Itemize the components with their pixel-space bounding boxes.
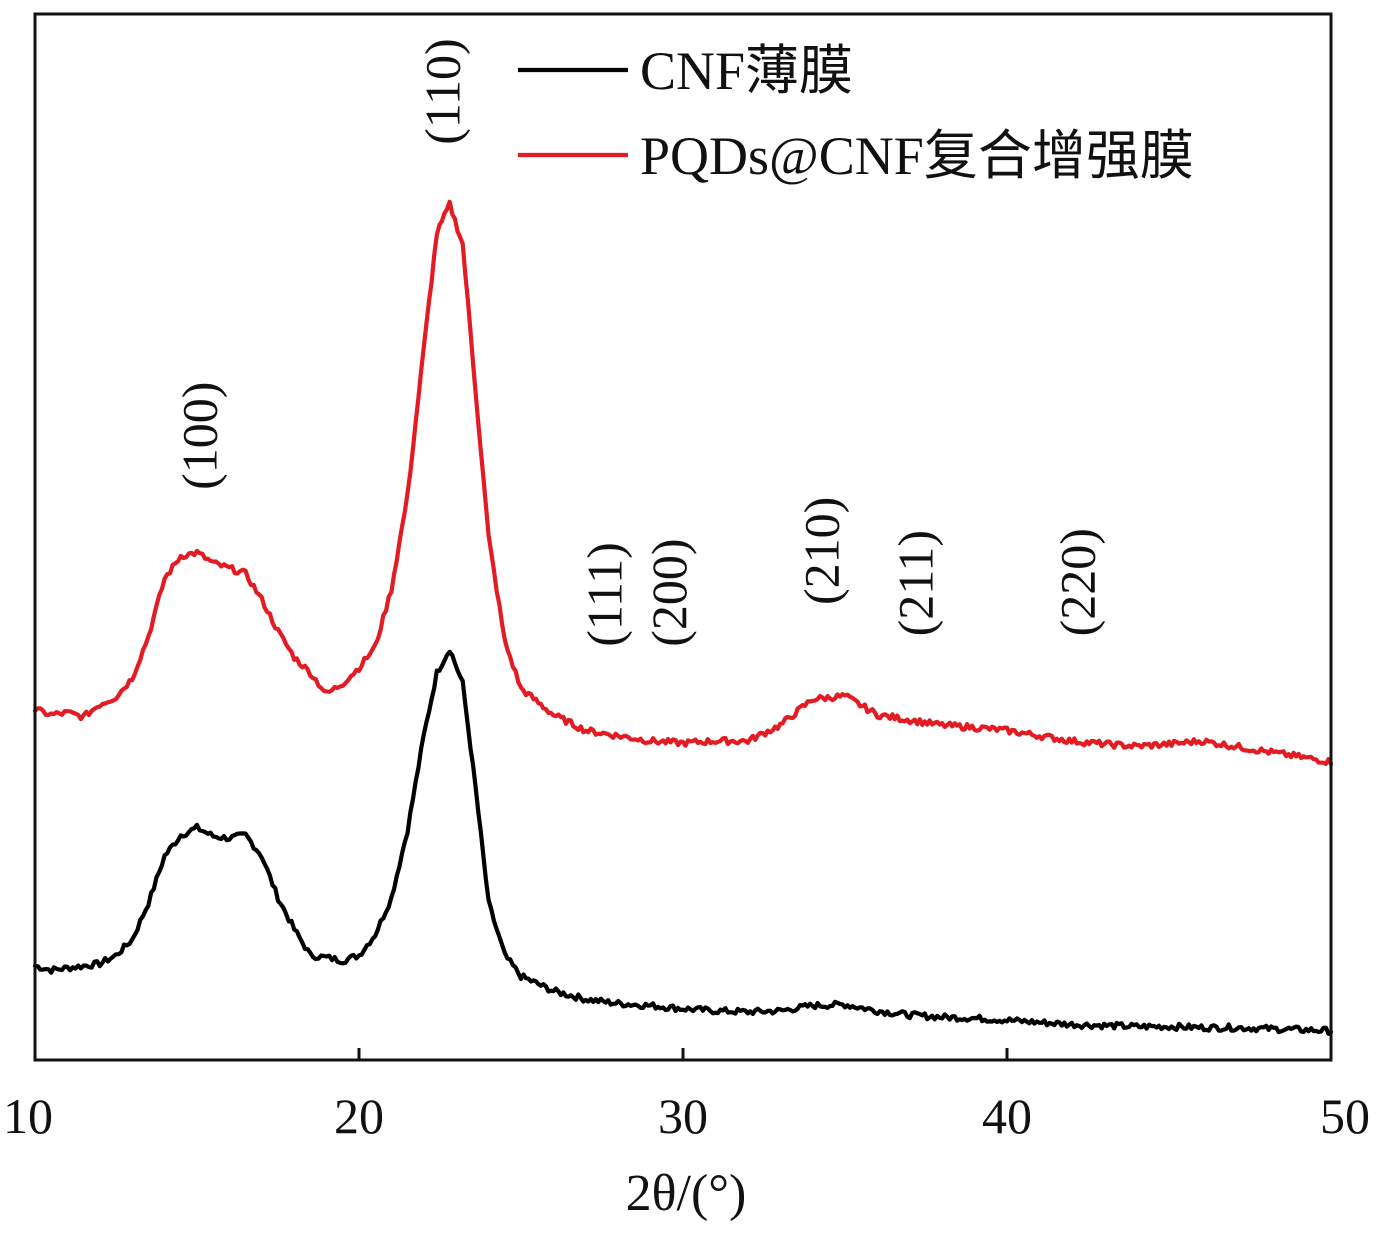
- series-line-1: [32, 649, 1334, 1036]
- x-axis-label: 2θ/(°): [626, 1165, 747, 1222]
- x-axis: 10 20 30 40 50: [3, 1048, 1370, 1144]
- legend-label: CNF薄膜: [640, 41, 853, 101]
- peak-label: (111): [576, 542, 632, 647]
- x-tick-label: 30: [658, 1088, 708, 1144]
- peak-label: (210): [793, 497, 849, 605]
- legend-label: PQDs@CNF复合增强膜: [640, 126, 1194, 186]
- series-line-2: [32, 199, 1334, 767]
- peak-labels: (100) (110) (111) (200) (210) (211) (220): [171, 38, 1105, 646]
- peak-label: (220): [1049, 528, 1105, 636]
- peak-label: (100): [171, 382, 227, 490]
- x-tick-label: 10: [3, 1088, 53, 1144]
- x-tick-label: 20: [334, 1088, 384, 1144]
- legend: CNF薄膜 PQDs@CNF复合增强膜: [518, 41, 1194, 186]
- peak-label: (211): [887, 530, 943, 636]
- x-tick-label: 40: [982, 1088, 1032, 1144]
- peak-label: (110): [414, 38, 470, 144]
- x-tick-label: 50: [1320, 1088, 1370, 1144]
- plot-area: [32, 199, 1334, 1036]
- peak-label: (200): [641, 538, 697, 646]
